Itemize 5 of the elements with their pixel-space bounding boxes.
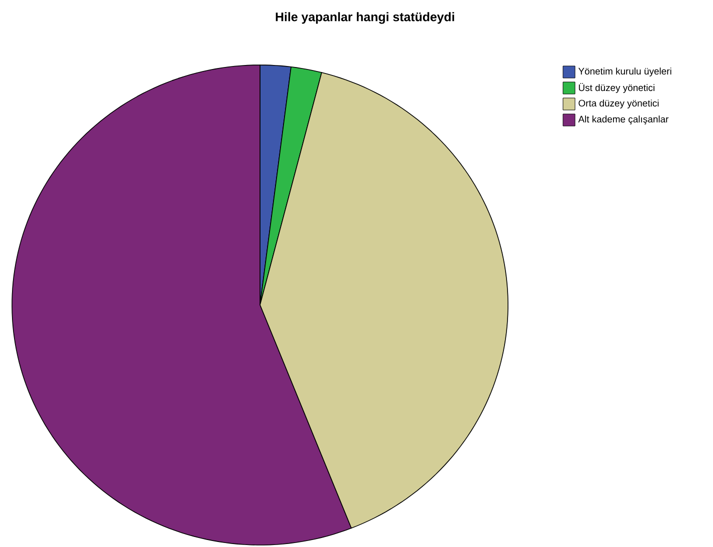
chart-title: Hile yapanlar hangi statüdeydi (276, 12, 454, 24)
legend-label: Orta düzey yönetici (578, 100, 659, 108)
legend-label: Yönetim kurulu üyeleri (578, 68, 672, 76)
legend-label: Alt kademe çalışanlar (578, 116, 669, 124)
legend-label: Üst düzey yönetici (578, 83, 654, 93)
